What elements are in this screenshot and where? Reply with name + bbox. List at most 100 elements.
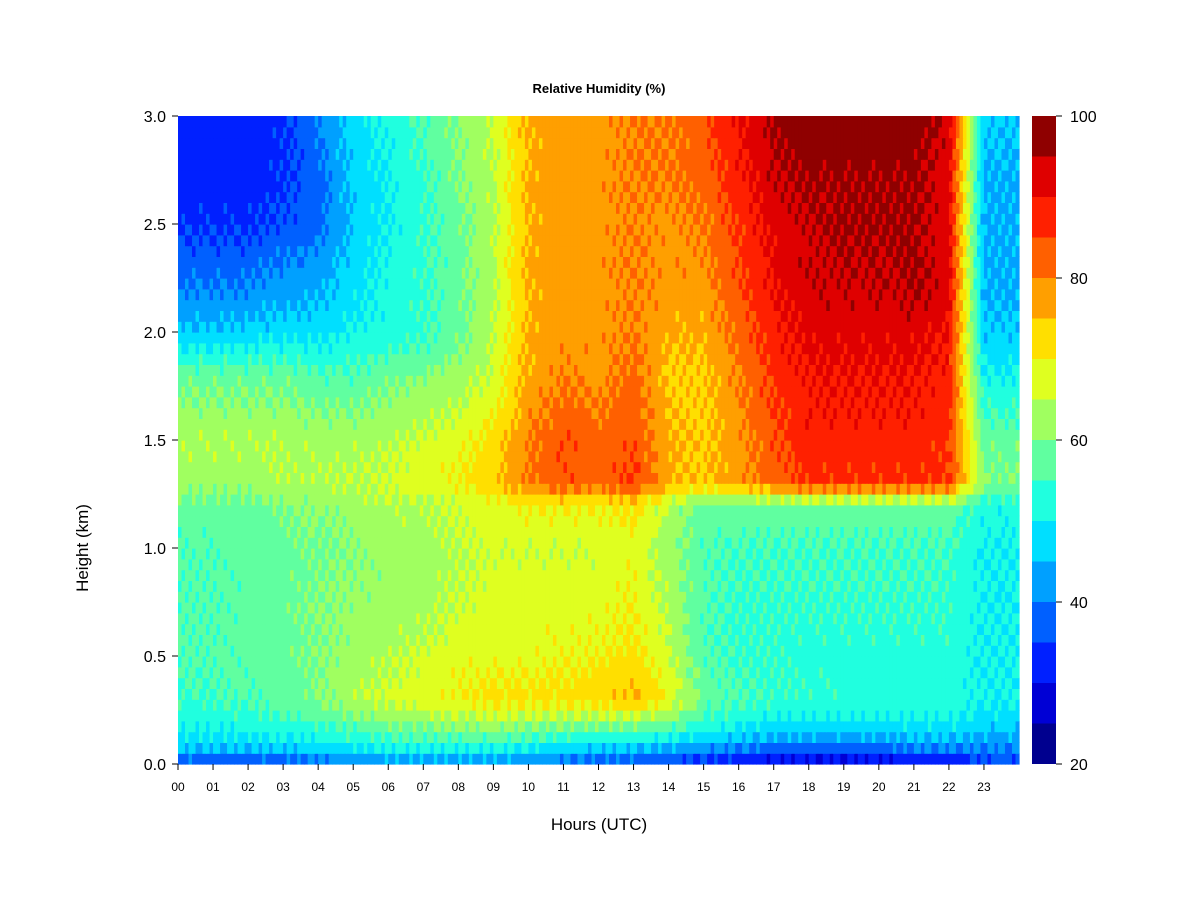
heatmap-cell <box>630 558 635 571</box>
heatmap-cell <box>770 602 775 614</box>
heatmap-cell <box>293 602 298 614</box>
heatmap-cell <box>391 677 396 689</box>
heatmap-cell <box>556 731 561 743</box>
heatmap-cell <box>829 742 834 754</box>
heatmap-cell <box>437 634 442 646</box>
heatmap-cell <box>202 569 207 581</box>
heatmap-cell <box>731 753 736 765</box>
heatmap-cell <box>328 677 333 689</box>
heatmap-cell <box>826 634 831 646</box>
heatmap-cell <box>276 753 281 765</box>
heatmap-cell <box>402 580 407 592</box>
heatmap-cell <box>934 699 939 711</box>
heatmap-cell <box>693 688 698 700</box>
heatmap-cell <box>409 580 414 592</box>
heatmap-cell <box>307 569 312 581</box>
heatmap-cell <box>875 699 880 711</box>
heatmap-cell <box>402 699 407 711</box>
heatmap-cell <box>605 558 610 571</box>
heatmap-cell <box>745 720 750 733</box>
heatmap-cell <box>300 634 305 646</box>
heatmap-cell <box>605 580 610 592</box>
heatmap-cell <box>654 753 659 765</box>
heatmap-cell <box>209 742 214 754</box>
heatmap-cell <box>461 699 466 711</box>
heatmap-cell <box>349 720 354 733</box>
heatmap-cell <box>1008 612 1013 625</box>
heatmap-cell <box>363 731 368 743</box>
heatmap-cell <box>829 569 834 581</box>
heatmap-cell <box>693 677 698 689</box>
heatmap-cell <box>640 753 645 765</box>
heatmap-cell <box>493 645 498 657</box>
heatmap-cell <box>388 666 393 679</box>
heatmap-cell <box>1008 656 1013 668</box>
heatmap-cell <box>773 731 778 743</box>
heatmap-cell <box>195 602 200 614</box>
heatmap-cell <box>724 623 729 635</box>
heatmap-cell <box>927 548 932 560</box>
heatmap-cell <box>749 656 754 668</box>
heatmap-cell <box>742 602 747 614</box>
heatmap-cell <box>826 710 831 722</box>
heatmap-cell <box>927 731 932 743</box>
heatmap-cell <box>416 720 421 733</box>
heatmap-cell <box>584 612 589 625</box>
heatmap-cell <box>388 634 393 646</box>
heatmap-cell <box>609 677 614 689</box>
heatmap-cell <box>318 753 323 765</box>
heatmap-cell <box>836 623 841 635</box>
heatmap-cell <box>899 720 904 733</box>
heatmap-cell <box>994 558 999 571</box>
heatmap-cell <box>843 548 848 560</box>
heatmap-cell <box>654 602 659 614</box>
heatmap-cell <box>339 666 344 679</box>
heatmap-cell <box>710 645 715 657</box>
heatmap-cell <box>815 580 820 592</box>
heatmap-cell <box>773 612 778 625</box>
heatmap-cell <box>300 548 305 560</box>
heatmap-cell <box>605 537 610 549</box>
heatmap-cell <box>770 580 775 592</box>
heatmap-cell <box>181 666 186 679</box>
heatmap-cell <box>976 602 982 614</box>
heatmap-cell <box>822 720 827 733</box>
heatmap-cell <box>395 591 400 603</box>
heatmap-cell <box>805 720 810 733</box>
heatmap-cell <box>602 699 607 711</box>
heatmap-cell <box>241 688 246 700</box>
heatmap-cell <box>559 742 565 754</box>
heatmap-cell <box>773 753 778 765</box>
heatmap-cell <box>262 731 267 743</box>
heatmap-cell <box>679 612 684 625</box>
heatmap-cell <box>563 656 568 668</box>
heatmap-cell <box>756 731 761 743</box>
heatmap-cell <box>1015 569 1020 581</box>
heatmap-cell <box>665 677 670 689</box>
heatmap-cell <box>693 656 698 668</box>
heatmap-cell <box>307 677 312 689</box>
heatmap-cell <box>223 753 228 765</box>
heatmap-cell <box>826 699 831 711</box>
heatmap-cell <box>945 688 950 700</box>
heatmap-cell <box>199 537 204 549</box>
heatmap-cell <box>423 623 428 635</box>
heatmap-cell <box>602 612 607 625</box>
heatmap-cell <box>573 580 579 592</box>
heatmap-cell <box>188 558 193 571</box>
heatmap-cell <box>885 699 890 711</box>
heatmap-cell <box>829 634 834 646</box>
heatmap-cell <box>728 656 733 668</box>
heatmap-cell <box>602 634 607 646</box>
heatmap-cell <box>623 710 628 722</box>
heatmap-cell <box>510 720 515 733</box>
heatmap-cell <box>710 537 715 549</box>
heatmap-cell <box>780 753 785 765</box>
heatmap-cell <box>637 666 642 679</box>
heatmap-cell <box>524 720 530 733</box>
heatmap-cell <box>230 688 235 700</box>
heatmap-cell <box>255 558 260 571</box>
heatmap-cell <box>913 666 918 679</box>
heatmap-cell <box>556 666 561 679</box>
heatmap-cell <box>829 656 834 668</box>
